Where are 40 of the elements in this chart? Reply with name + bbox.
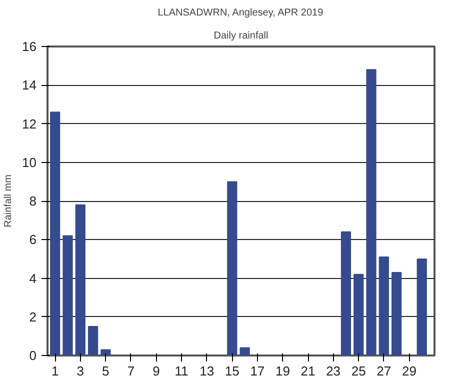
- bar: [392, 272, 402, 356]
- bar: [366, 69, 376, 356]
- x-tick-label: 5: [102, 364, 110, 378]
- x-tick-label: 19: [276, 364, 290, 378]
- bar: [75, 204, 86, 356]
- x-tick-label: 11: [174, 364, 188, 378]
- bar: [88, 326, 98, 356]
- chart-subtitle: Daily rainfall: [214, 30, 268, 42]
- y-tick-label: 14: [22, 78, 37, 93]
- bar: [227, 181, 238, 356]
- x-tick-label: 27: [376, 364, 392, 378]
- bar: [100, 349, 111, 356]
- x-tick-label: 17: [250, 364, 265, 378]
- x-tick-label: 23: [326, 364, 341, 378]
- y-tick-label: 6: [29, 232, 37, 248]
- y-tick-label: 10: [22, 154, 37, 170]
- bar: [416, 258, 427, 356]
- x-tick-label: 7: [127, 364, 135, 378]
- x-tick-label: 9: [152, 364, 160, 378]
- y-axis-title: Rainfall mm: [3, 174, 14, 228]
- y-tick-label: 12: [22, 116, 37, 132]
- y-tick-label: 4: [29, 270, 37, 286]
- x-tick-label: 15: [224, 364, 240, 378]
- x-tick-label: 13: [200, 364, 214, 378]
- x-tick-label: 29: [402, 364, 416, 378]
- y-tick-label: 2: [29, 309, 37, 324]
- y-tick-label: 0: [29, 348, 37, 363]
- x-tick-label: 25: [351, 364, 366, 378]
- bar: [354, 274, 364, 356]
- bar: [378, 256, 389, 356]
- y-tick-label: 8: [29, 194, 37, 208]
- chart-title: LLANSADWRN, Anglesey, APR 2019: [158, 8, 324, 18]
- x-tick-label: 21: [300, 364, 316, 378]
- x-tick-label: 1: [51, 364, 59, 378]
- y-tick-label: 16: [22, 39, 37, 54]
- bar: [50, 112, 60, 356]
- x-tick-label: 3: [76, 364, 84, 378]
- bar: [240, 347, 250, 356]
- bar: [340, 231, 352, 356]
- bar: [62, 235, 73, 356]
